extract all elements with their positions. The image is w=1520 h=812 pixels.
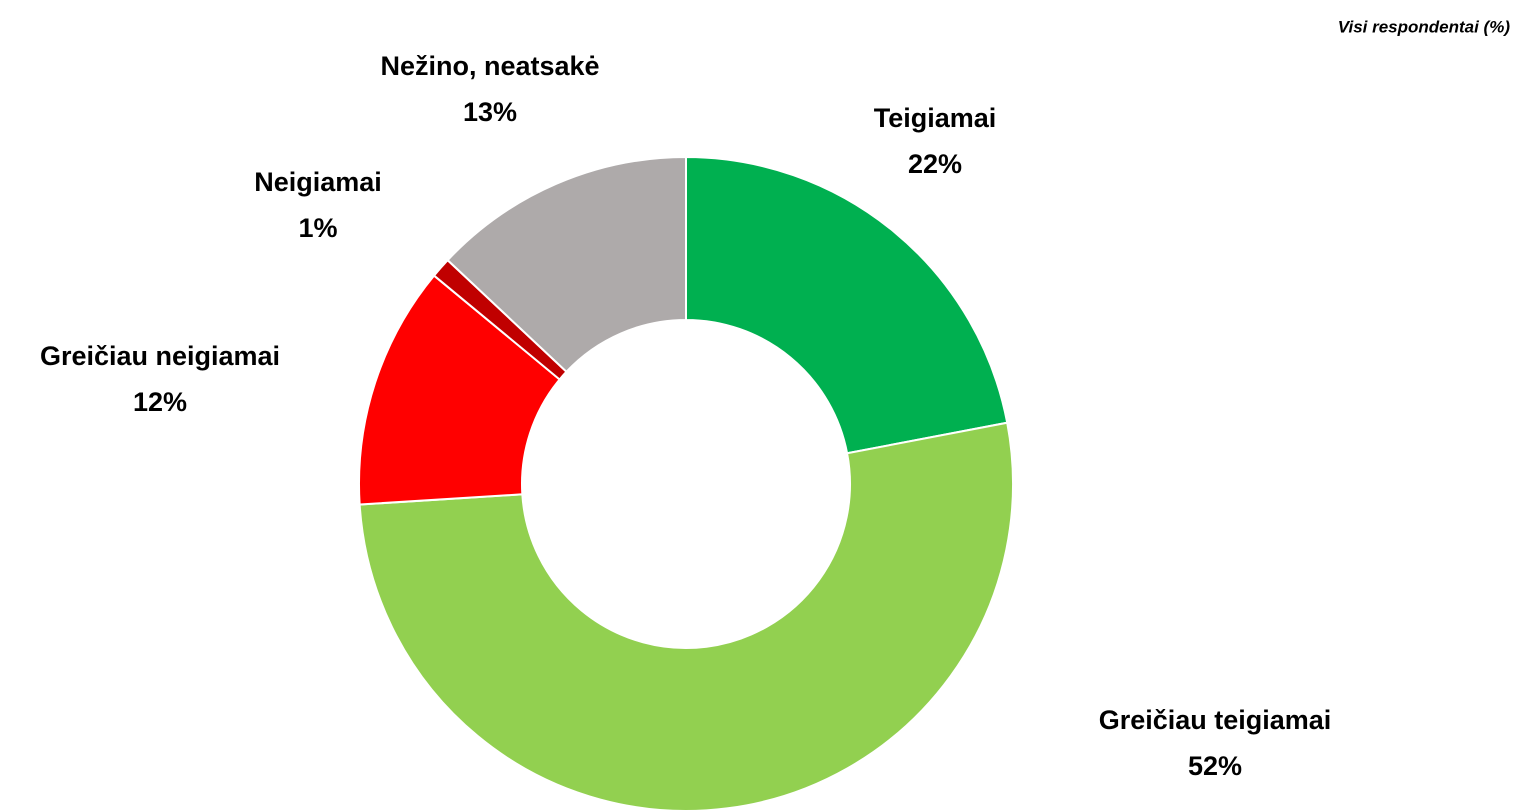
- segment-value-label: 12%: [133, 387, 187, 417]
- segment-label: Nežino, neatsakė: [380, 51, 599, 81]
- donut-segment: [358, 274, 562, 506]
- donut-segment: [358, 421, 1014, 812]
- segment-value-label: 13%: [463, 97, 517, 127]
- segment-label: Greičiau neigiamai: [40, 341, 280, 371]
- segment-label: Teigiamai: [874, 103, 997, 133]
- chart-subtitle: Visi respondentai (%): [1338, 17, 1511, 36]
- donut-segment: [685, 155, 1009, 455]
- segment-value-label: 1%: [298, 213, 337, 243]
- segment-value-label: 52%: [1188, 751, 1242, 781]
- donut-segment: [446, 155, 687, 374]
- segment-label: Greičiau teigiamai: [1099, 705, 1332, 735]
- segment-value-label: 22%: [908, 149, 962, 179]
- segment-label: Neigiamai: [254, 167, 382, 197]
